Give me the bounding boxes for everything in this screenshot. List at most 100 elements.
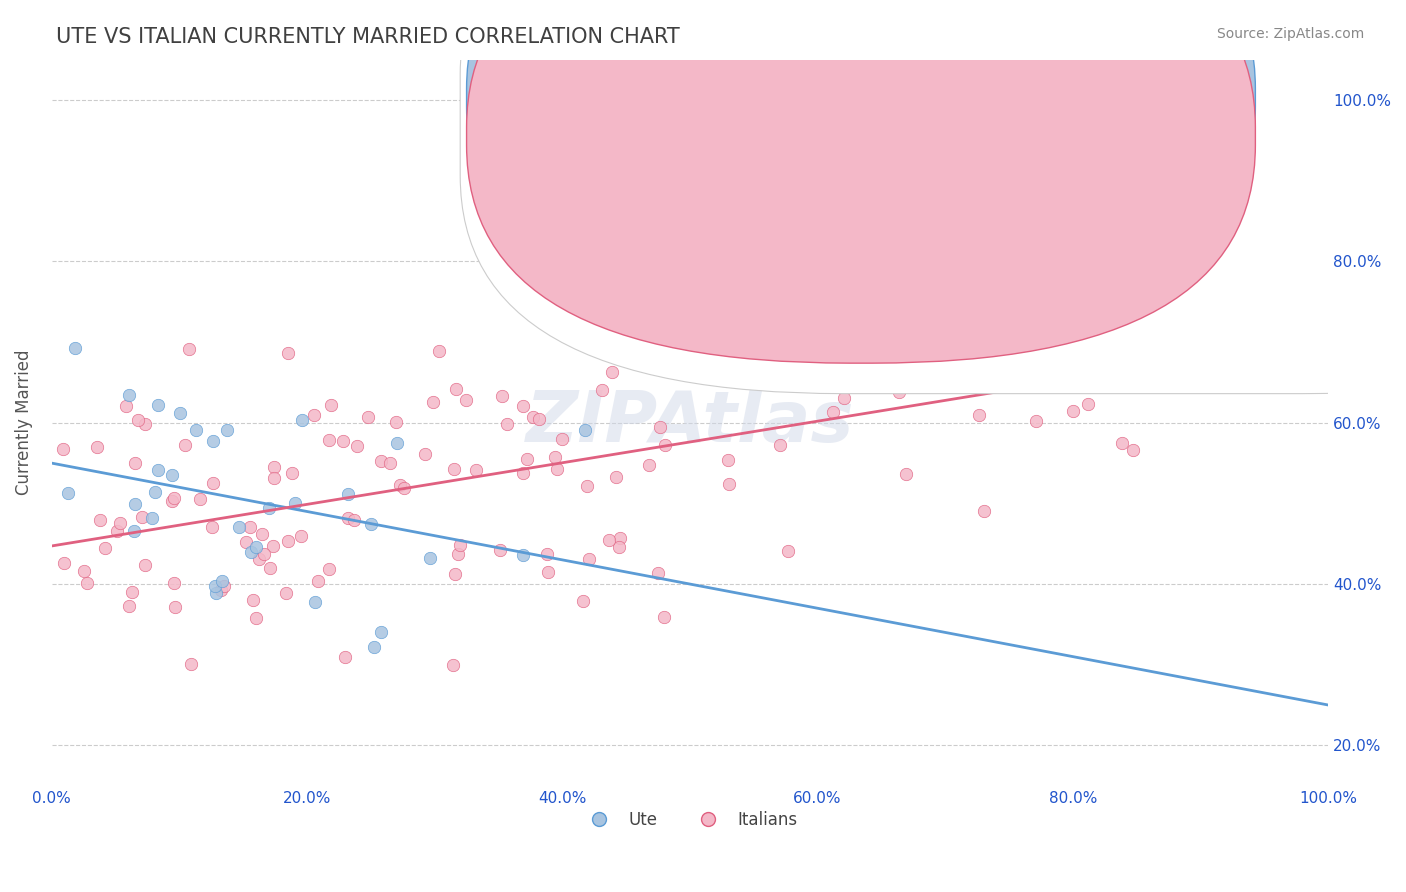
- Point: [717, 477, 740, 491]
- Point: [574, 423, 596, 437]
- Point: [304, 595, 326, 609]
- Point: [63, 341, 86, 355]
- Point: [124, 497, 146, 511]
- Y-axis label: Currently Married: Currently Married: [15, 350, 32, 495]
- Point: [257, 501, 280, 516]
- Point: [262, 539, 284, 553]
- Point: [188, 492, 211, 507]
- Point: [118, 599, 141, 613]
- Point: [302, 408, 325, 422]
- FancyBboxPatch shape: [467, 0, 1256, 363]
- Point: [247, 551, 270, 566]
- Point: [263, 460, 285, 475]
- Point: [550, 432, 572, 446]
- Point: [456, 393, 478, 408]
- Point: [1161, 368, 1184, 382]
- Point: [141, 511, 163, 525]
- Point: [259, 561, 281, 575]
- Point: [706, 327, 728, 342]
- Point: [201, 434, 224, 448]
- Point: [578, 551, 600, 566]
- Point: [370, 454, 392, 468]
- Text: UTE VS ITALIAN CURRENTLY MARRIED CORRELATION CHART: UTE VS ITALIAN CURRENTLY MARRIED CORRELA…: [56, 27, 681, 46]
- Point: [333, 650, 356, 665]
- Point: [449, 538, 471, 552]
- Point: [177, 342, 200, 356]
- Point: [778, 544, 800, 558]
- Point: [89, 513, 111, 527]
- Point: [134, 558, 156, 572]
- Point: [537, 565, 560, 579]
- Point: [143, 485, 166, 500]
- Point: [1201, 301, 1223, 315]
- Point: [444, 382, 467, 396]
- Text: ZIPAtlas: ZIPAtlas: [526, 388, 855, 458]
- Point: [162, 468, 184, 483]
- Point: [779, 330, 801, 344]
- Point: [973, 504, 995, 518]
- Point: [291, 412, 314, 426]
- Point: [76, 576, 98, 591]
- Point: [93, 541, 115, 555]
- Point: [110, 516, 132, 531]
- Point: [489, 543, 512, 558]
- FancyBboxPatch shape: [460, 0, 1406, 393]
- Point: [318, 562, 340, 576]
- Point: [838, 349, 860, 363]
- Point: [363, 640, 385, 654]
- Point: [600, 365, 623, 379]
- Point: [392, 481, 415, 495]
- Point: [370, 624, 392, 639]
- Point: [1025, 414, 1047, 428]
- Point: [544, 450, 567, 464]
- Point: [1122, 442, 1144, 457]
- Point: [491, 389, 513, 403]
- Point: [245, 541, 267, 555]
- Point: [385, 415, 408, 429]
- Text: R = -0.482   N =  32: R = -0.482 N = 32: [875, 85, 1043, 103]
- Point: [887, 384, 910, 399]
- Point: [52, 442, 75, 456]
- Point: [240, 545, 263, 559]
- Point: [122, 524, 145, 538]
- FancyBboxPatch shape: [467, 0, 1256, 325]
- Point: [201, 475, 224, 490]
- Point: [536, 547, 558, 561]
- Point: [419, 550, 441, 565]
- Point: [165, 600, 187, 615]
- Point: [209, 582, 232, 597]
- Point: [1137, 212, 1160, 227]
- Point: [422, 395, 444, 409]
- Point: [378, 456, 401, 470]
- Point: [105, 524, 128, 538]
- Point: [242, 593, 264, 607]
- Point: [572, 594, 595, 608]
- Point: [163, 576, 186, 591]
- Point: [186, 423, 208, 437]
- Point: [1111, 436, 1133, 450]
- Point: [228, 520, 250, 534]
- Point: [901, 359, 924, 374]
- Point: [253, 547, 276, 561]
- Point: [717, 452, 740, 467]
- Point: [496, 417, 519, 432]
- Point: [516, 452, 538, 467]
- Point: [1121, 245, 1143, 260]
- Point: [413, 447, 436, 461]
- Point: [217, 423, 239, 437]
- Point: [290, 529, 312, 543]
- Point: [1212, 235, 1234, 249]
- Point: [204, 579, 226, 593]
- Point: [124, 456, 146, 470]
- Point: [160, 493, 183, 508]
- Point: [647, 566, 669, 580]
- Point: [967, 408, 990, 422]
- Point: [360, 517, 382, 532]
- Point: [654, 438, 676, 452]
- Point: [388, 478, 411, 492]
- Point: [547, 461, 569, 475]
- Point: [56, 486, 79, 500]
- Point: [648, 420, 671, 434]
- Point: [277, 534, 299, 549]
- Point: [512, 399, 534, 413]
